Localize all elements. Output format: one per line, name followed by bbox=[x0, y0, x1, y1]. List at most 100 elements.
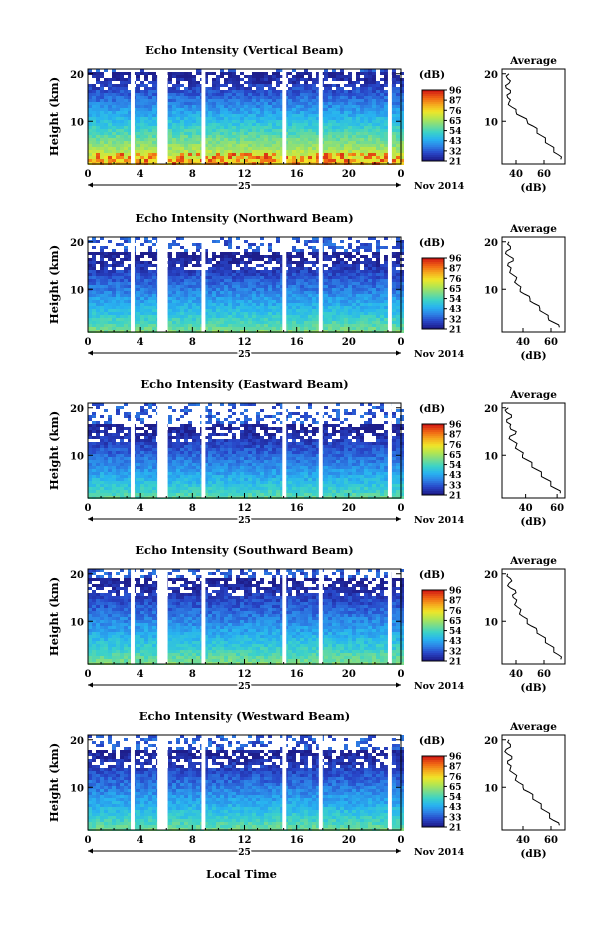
heatmap-cell bbox=[332, 78, 336, 81]
heatmap-cell bbox=[348, 123, 352, 126]
heatmap-cell bbox=[364, 309, 368, 312]
heatmap-cell bbox=[192, 282, 196, 285]
heatmap-cell bbox=[296, 72, 300, 75]
heatmap-cell bbox=[348, 306, 352, 309]
heatmap-cell bbox=[264, 114, 268, 117]
heatmap-cell bbox=[148, 105, 152, 108]
heatmap-cell bbox=[344, 312, 348, 315]
heatmap-cell bbox=[344, 153, 348, 156]
heatmap-cell bbox=[272, 111, 276, 114]
heatmap-cell bbox=[208, 123, 212, 126]
heatmap-cell bbox=[352, 409, 356, 412]
heatmap-cell bbox=[376, 261, 380, 264]
heatmap-cell bbox=[88, 324, 92, 327]
heatmap-cell bbox=[356, 270, 360, 273]
heatmap-cell bbox=[208, 276, 212, 279]
heatmap-cell bbox=[288, 120, 292, 123]
heatmap-cell bbox=[312, 276, 316, 279]
heatmap-cell bbox=[372, 264, 376, 267]
heatmap-cell bbox=[228, 424, 232, 427]
heatmap-cell bbox=[380, 102, 384, 105]
heatmap-cell bbox=[120, 261, 124, 264]
heatmap-cell bbox=[344, 321, 348, 324]
heatmap-cell bbox=[288, 258, 292, 261]
heatmap-cell bbox=[248, 153, 252, 156]
heatmap-cell bbox=[216, 75, 220, 78]
heatmap-cell bbox=[364, 81, 368, 84]
heatmap-cell bbox=[208, 300, 212, 303]
heatmap-cell bbox=[228, 114, 232, 117]
heatmap-cell bbox=[208, 102, 212, 105]
heatmap-cell bbox=[312, 147, 316, 150]
heatmap-cell bbox=[228, 126, 232, 129]
heatmap-cell bbox=[148, 297, 152, 300]
heatmap-cell bbox=[312, 81, 316, 84]
heatmap-cell bbox=[232, 318, 236, 321]
heatmap-cell bbox=[312, 312, 316, 315]
heatmap-cell bbox=[268, 297, 272, 300]
heatmap-cell bbox=[124, 415, 128, 418]
heatmap-cell bbox=[148, 270, 152, 273]
heatmap-cell bbox=[176, 318, 180, 321]
heatmap-cell bbox=[104, 297, 108, 300]
heatmap-cell bbox=[184, 111, 188, 114]
heatmap-cell bbox=[192, 144, 196, 147]
heatmap-cell bbox=[176, 258, 180, 261]
heatmap-cell bbox=[332, 108, 336, 111]
heatmap-cell bbox=[372, 288, 376, 291]
heatmap-cell bbox=[116, 90, 120, 93]
heatmap-cell bbox=[168, 261, 172, 264]
heatmap-cell bbox=[108, 421, 112, 424]
heatmap-cell bbox=[216, 150, 220, 153]
heatmap-cell bbox=[348, 135, 352, 138]
heatmap-cell bbox=[360, 327, 364, 330]
heatmap-cell bbox=[252, 78, 256, 81]
heatmap-cell bbox=[232, 72, 236, 75]
heatmap-cell bbox=[232, 84, 236, 87]
heatmap-cell bbox=[168, 270, 172, 273]
heatmap-cell bbox=[292, 321, 296, 324]
heatmap-cell bbox=[216, 90, 220, 93]
heatmap-cell bbox=[172, 141, 176, 144]
heatmap-cell bbox=[244, 135, 248, 138]
heatmap-cell bbox=[352, 96, 356, 99]
heatmap-cell bbox=[220, 153, 224, 156]
heatmap-cell bbox=[364, 138, 368, 141]
heatmap-cell bbox=[244, 102, 248, 105]
heatmap-cell bbox=[308, 141, 312, 144]
panel-2: Echo Intensity (Northward Beam)2010Heigh… bbox=[47, 211, 565, 362]
heatmap-cell bbox=[108, 123, 112, 126]
data-gap bbox=[157, 69, 167, 164]
heatmap-cell bbox=[396, 90, 400, 93]
heatmap-cell bbox=[288, 324, 292, 327]
heatmap-cell bbox=[328, 258, 332, 261]
heatmap-cell bbox=[248, 273, 252, 276]
heatmap-cell bbox=[252, 135, 256, 138]
heatmap-cell bbox=[212, 153, 216, 156]
heatmap-cell bbox=[192, 288, 196, 291]
heatmap-cell bbox=[252, 294, 256, 297]
heatmap-cell bbox=[220, 273, 224, 276]
heatmap-cell bbox=[256, 150, 260, 153]
heatmap-cell bbox=[140, 279, 144, 282]
heatmap-cell bbox=[360, 114, 364, 117]
heatmap-cell bbox=[336, 96, 340, 99]
heatmap-cell bbox=[224, 99, 228, 102]
heatmap-cell bbox=[324, 258, 328, 261]
heatmap-cell bbox=[220, 327, 224, 330]
heatmap-cell bbox=[148, 264, 152, 267]
heatmap-cell bbox=[328, 246, 332, 249]
heatmap-cell bbox=[244, 261, 248, 264]
heatmap-cell bbox=[192, 264, 196, 267]
heatmap-cell bbox=[356, 132, 360, 135]
heatmap-cell bbox=[172, 132, 176, 135]
heatmap-cell bbox=[240, 129, 244, 132]
heatmap-cell bbox=[252, 144, 256, 147]
heatmap-cell bbox=[340, 294, 344, 297]
heatmap-cell bbox=[172, 273, 176, 276]
heatmap-cell bbox=[248, 81, 252, 84]
heatmap-cell bbox=[272, 159, 276, 162]
heatmap-cell bbox=[228, 273, 232, 276]
heatmap-cell bbox=[224, 270, 228, 273]
heatmap-cell bbox=[344, 99, 348, 102]
